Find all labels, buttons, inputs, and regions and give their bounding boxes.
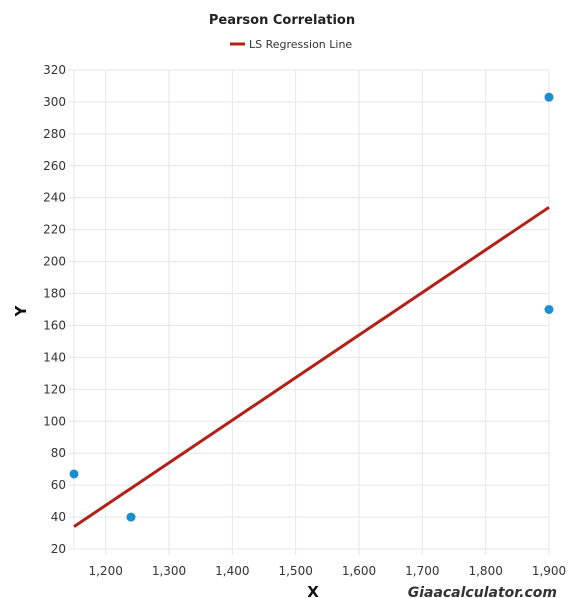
y-tick-label: 220 <box>43 223 66 237</box>
data-point[interactable] <box>69 469 79 479</box>
x-tick-label: 1,400 <box>215 564 249 578</box>
x-axis-ticks: 1,200 1,300 1,400 1,500 1,600 1,700 1,800 1,900 <box>88 564 566 578</box>
y-tick-label: 20 <box>51 542 66 556</box>
data-point[interactable] <box>544 92 554 102</box>
regression-line <box>73 206 550 528</box>
y-axis-ticks: 20 40 60 80 100 120 140 160 180 200 220 240 260 280 30… <box>43 63 66 556</box>
y-tick-label: 60 <box>51 478 66 492</box>
data-point[interactable] <box>544 305 554 314</box>
y-tick-label: 240 <box>43 191 66 205</box>
watermark: Giaacalculator.com <box>408 585 557 598</box>
x-axis-label: X <box>307 583 319 598</box>
y-tick-label: 180 <box>43 287 66 301</box>
legend[interactable]: LS Regression Line <box>230 38 352 51</box>
y-tick-label: 160 <box>43 318 66 332</box>
y-tick-label: 260 <box>43 159 66 173</box>
x-tick-label: 1,600 <box>342 564 376 578</box>
x-tick-label: 1,800 <box>468 564 502 578</box>
x-tick-label: 1,300 <box>152 564 186 578</box>
y-tick-label: 100 <box>43 414 66 428</box>
y-tick-label: 120 <box>43 382 66 396</box>
y-tick-label: 80 <box>51 446 66 460</box>
x-tick-label: 1,500 <box>278 564 312 578</box>
x-tick-label: 1,700 <box>405 564 439 578</box>
y-tick-label: 200 <box>43 255 66 269</box>
y-tick-label: 300 <box>43 95 66 109</box>
plot-area <box>69 92 554 528</box>
y-tick-label: 140 <box>43 350 66 364</box>
y-tick-label: 40 <box>51 510 66 524</box>
grid <box>68 69 550 555</box>
x-tick-label: 1,200 <box>88 564 122 578</box>
y-tick-label: 280 <box>43 127 66 141</box>
data-point[interactable] <box>126 512 136 522</box>
x-tick-label: 1,900 <box>532 564 566 578</box>
legend-label-regression-line: LS Regression Line <box>249 38 352 51</box>
y-tick-label: 320 <box>43 63 66 77</box>
chart-title: Pearson Correlation <box>209 13 355 28</box>
y-axis-label: Y <box>12 304 30 317</box>
